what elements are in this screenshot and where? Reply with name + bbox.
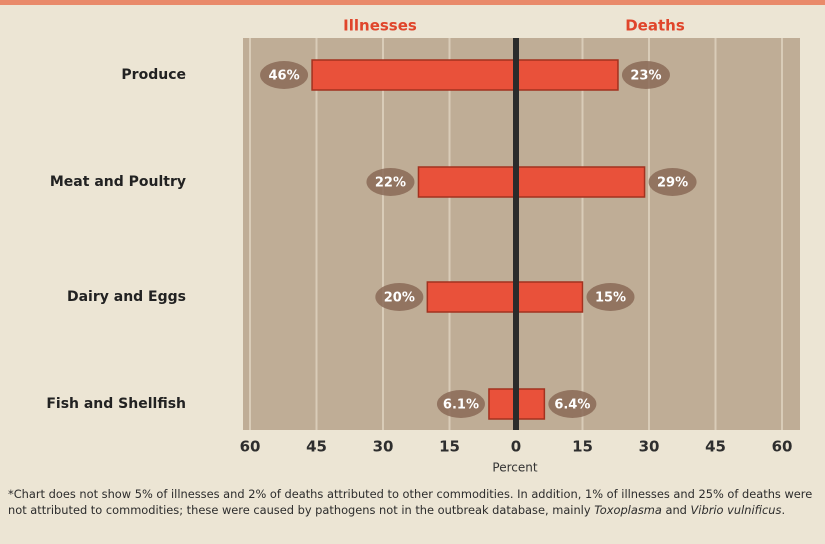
zero-line: [513, 38, 519, 430]
category-label: Fish and Shellfish: [46, 396, 186, 412]
value-label: 6.4%: [554, 398, 590, 413]
footnote-text: Vibrio vulnificus: [691, 503, 782, 517]
bar: [516, 167, 645, 197]
page: Illnesses Deaths Percent 60 45 30 15 0 15 30 45…: [0, 0, 825, 544]
x-tick-label: 60: [240, 438, 261, 456]
value-label: 22%: [375, 176, 406, 191]
value-label: 20%: [384, 291, 415, 306]
x-tick-label: 30: [373, 438, 394, 456]
bar: [516, 60, 618, 90]
value-label: 6.1%: [443, 398, 479, 413]
bar: [489, 389, 516, 419]
x-axis-label: Percent: [492, 461, 537, 475]
x-tick-label: 15: [572, 438, 593, 456]
x-tick-label: 45: [306, 438, 327, 456]
bar: [312, 60, 516, 90]
bar: [427, 282, 516, 312]
category-label: Produce: [121, 67, 186, 83]
value-label: 29%: [657, 176, 688, 191]
x-tick-label: 60: [772, 438, 793, 456]
footnote-text: and: [662, 503, 691, 517]
value-label: 23%: [630, 69, 661, 84]
footnote-text: Toxoplasma: [594, 503, 662, 517]
bar: [418, 167, 516, 197]
footnote: *Chart does not show 5% of illnesses and…: [8, 486, 820, 518]
value-label: 46%: [269, 69, 300, 84]
category-label: Meat and Poultry: [50, 174, 186, 190]
series-header: Deaths: [625, 17, 685, 35]
value-label: 15%: [595, 291, 626, 306]
chart: Illnesses Deaths Percent 60 45 30 15 0 15 30 45…: [0, 0, 825, 480]
bar: [516, 282, 583, 312]
top-strip: [0, 0, 825, 5]
category-label: Dairy and Eggs: [67, 289, 186, 305]
x-tick-label: 45: [705, 438, 726, 456]
footnote-text: .: [781, 503, 785, 517]
series-header: Illnesses: [343, 17, 417, 35]
bar: [516, 389, 544, 419]
x-tick-label: 30: [639, 438, 660, 456]
x-tick-label: 0: [511, 438, 521, 456]
x-tick-label: 15: [439, 438, 460, 456]
